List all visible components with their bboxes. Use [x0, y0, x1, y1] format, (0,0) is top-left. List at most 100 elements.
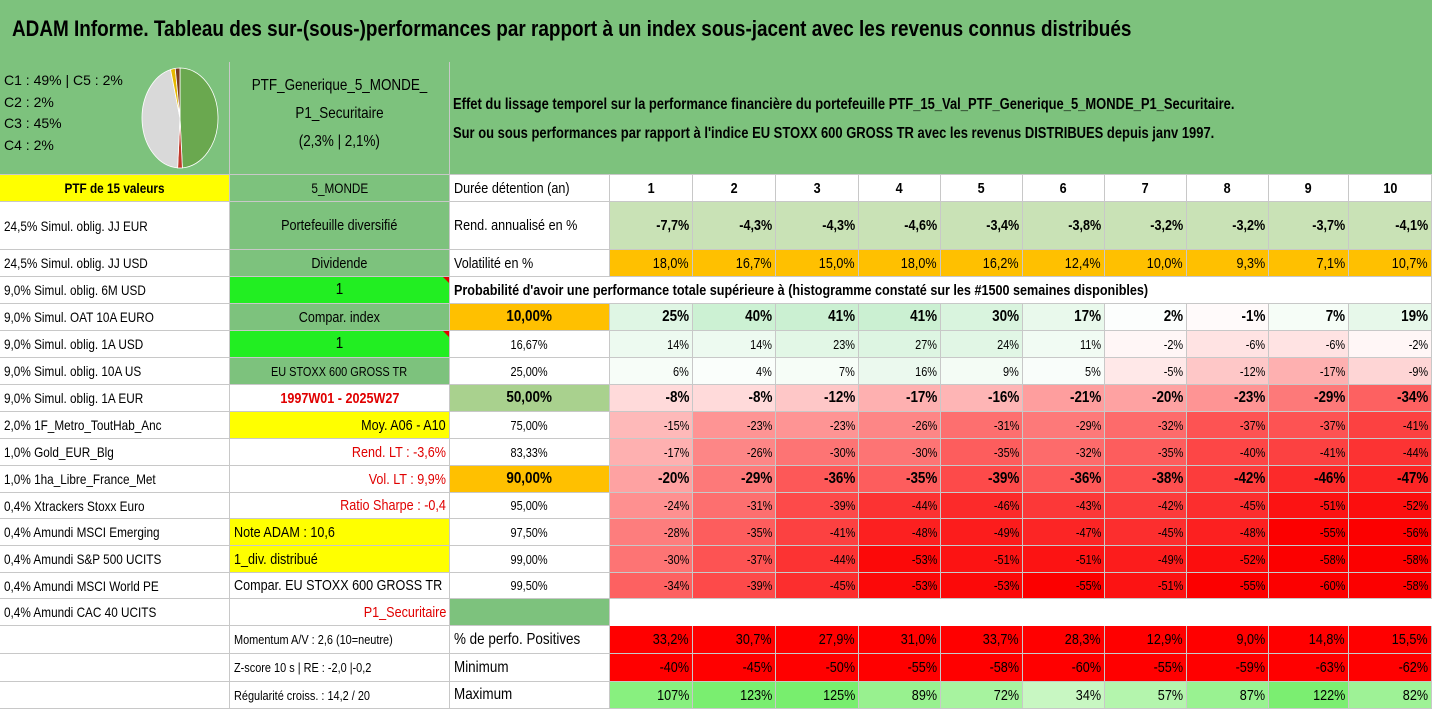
- probability-cell-text: -6%: [1325, 336, 1345, 352]
- pie-legend-c4: C4 : 2%: [4, 136, 54, 153]
- probability-cell: 17%: [1023, 304, 1105, 331]
- dividend-value-text: 1: [335, 281, 344, 298]
- holding-row: 24,5% Simul. oblig. JJ USD: [0, 250, 230, 277]
- volatility-cell: 18,0%: [610, 250, 693, 277]
- probability-cell-text: -15%: [663, 417, 689, 433]
- annualized-return-cell-text: -3,2%: [1232, 217, 1265, 234]
- positive-perf-cell-text: 28,3%: [1065, 631, 1101, 648]
- probability-cell: -43%: [1023, 493, 1105, 519]
- probability-cell: 9%: [941, 358, 1023, 385]
- probability-cell: -17%: [1269, 358, 1349, 385]
- probability-cell: -21%: [1023, 385, 1105, 412]
- maximum-cell-text: 123%: [739, 686, 772, 704]
- probability-cell-text: -51%: [993, 551, 1019, 567]
- maximum-cell-text: 72%: [993, 686, 1019, 704]
- long-term-return-text: Rend. LT : -3,6%: [351, 443, 446, 461]
- positive-perf-cell: 28,3%: [1023, 626, 1105, 654]
- probability-cell-text: -44%: [911, 498, 937, 513]
- maximum-cell: 107%: [610, 682, 693, 709]
- zscore: Z-score 10 s | RE : -2,0 |-0,2: [230, 654, 450, 682]
- probability-cell: 14%: [693, 331, 776, 358]
- pie-slice-c3: [141, 69, 181, 169]
- holding-row-text: 0,4% Xtrackers Stoxx Euro: [4, 497, 145, 514]
- comparison-index-full: Compar. EU STOXX 600 GROSS TR: [230, 573, 450, 599]
- maximum-cell: 89%: [859, 682, 941, 709]
- holding-row: 0,4% Amundi MSCI Emerging: [0, 519, 230, 546]
- positive-perf-cell: 33,7%: [941, 626, 1023, 654]
- probability-cell: 7%: [1269, 304, 1349, 331]
- probability-cell: -58%: [1349, 546, 1432, 573]
- probability-cell: -47%: [1023, 519, 1105, 546]
- probability-cell: -55%: [1269, 519, 1349, 546]
- holding-row-text: 1,0% 1ha_Libre_France_Met: [4, 471, 156, 487]
- probability-cell-text: -45%: [1239, 498, 1265, 513]
- maximum-cell: 72%: [941, 682, 1023, 709]
- holding-row-text: 0,4% Amundi CAC 40 UCITS: [4, 604, 157, 620]
- probability-cell: -39%: [776, 493, 859, 519]
- probability-cell-text: -8%: [665, 389, 689, 406]
- adam-score: Note ADAM : 10,6: [230, 519, 450, 546]
- probability-cell: -52%: [1187, 546, 1269, 573]
- probability-cell: 11%: [1023, 331, 1105, 358]
- probability-cell-text: -17%: [1319, 363, 1345, 379]
- probability-cell-text: -34%: [1396, 389, 1428, 406]
- minimum-cell: -55%: [1105, 654, 1187, 682]
- portfolio-count-label-text: PTF de 15 valeurs: [64, 180, 165, 196]
- probability-cell-text: -26%: [746, 444, 772, 460]
- probability-cell: -60%: [1269, 573, 1349, 599]
- probability-cell: -23%: [776, 412, 859, 439]
- probability-cell-text: 24%: [997, 336, 1019, 352]
- probability-cell: -49%: [1105, 546, 1187, 573]
- empty-green-cell: [450, 599, 610, 626]
- period: 1997W01 - 2025W27: [230, 385, 450, 412]
- probability-cell-text: -8%: [748, 389, 772, 406]
- portfolio-name-line2: P1_Securitaire: [295, 105, 384, 122]
- holding-row: 9,0% Simul. oblig. 1A USD: [0, 331, 230, 358]
- year-header-text: 6: [1059, 179, 1068, 197]
- holding-row: 0,4% Xtrackers Stoxx Euro: [0, 493, 230, 519]
- probability-cell: -1%: [1187, 304, 1269, 331]
- probability-cell-text: -20%: [1151, 389, 1183, 406]
- holding-row-text: 0,4% Amundi MSCI Emerging: [4, 524, 160, 540]
- volatility-cell-text: 18,0%: [653, 254, 689, 272]
- positive-perf-label-text: % de perfo. Positives: [454, 630, 581, 648]
- probability-cell-text: -9%: [1408, 363, 1428, 379]
- positive-perf-cell: 27,9%: [776, 626, 859, 654]
- probability-cell-text: -44%: [1402, 444, 1428, 460]
- probability-threshold-text: 75,00%: [510, 417, 549, 433]
- probability-cell-text: -35%: [746, 524, 772, 540]
- holding-row: 1,0% Gold_EUR_Blg: [0, 439, 230, 466]
- minimum-cell: -63%: [1269, 654, 1349, 682]
- probability-threshold: 16,67%: [450, 331, 610, 358]
- probability-cell-text: -35%: [993, 444, 1019, 460]
- probability-cell-text: -20%: [657, 470, 689, 487]
- probability-cell-text: -37%: [746, 551, 772, 567]
- minimum-label-text: Minimum: [454, 658, 509, 676]
- minimum-cell: -50%: [776, 654, 859, 682]
- minimum-cell-text: -62%: [1398, 659, 1428, 676]
- probability-cell-text: 17%: [1074, 308, 1101, 325]
- probability-cell: -48%: [859, 519, 941, 546]
- probability-cell: -56%: [1349, 519, 1432, 546]
- probability-cell: -44%: [776, 546, 859, 573]
- probability-cell-text: -30%: [911, 444, 937, 460]
- year-header-text: 1: [647, 179, 655, 197]
- average-range: Moy. A06 - A10: [230, 412, 450, 439]
- probability-threshold: 97,50%: [450, 519, 610, 546]
- probability-cell: -37%: [1187, 412, 1269, 439]
- year-header-text: 8: [1223, 179, 1232, 197]
- volatility-label-text: Volatilité en %: [454, 254, 534, 272]
- annualized-return-cell-text: -4,6%: [904, 217, 937, 234]
- probability-cell: -29%: [693, 466, 776, 493]
- pie-slice-c1: [179, 67, 219, 169]
- maximum-cell: 34%: [1023, 682, 1105, 709]
- probability-cell-text: -36%: [823, 470, 855, 487]
- probability-cell-text: -41%: [829, 524, 855, 540]
- dividend-value: 1: [230, 277, 450, 304]
- probability-cell-text: -36%: [1069, 470, 1101, 487]
- annualized-return-label: Rend. annualisé en %: [450, 202, 610, 250]
- probability-cell-text: -24%: [663, 498, 689, 513]
- maximum-cell: 82%: [1349, 682, 1432, 709]
- probability-cell-text: 14%: [667, 336, 689, 352]
- probability-cell: -35%: [1105, 439, 1187, 466]
